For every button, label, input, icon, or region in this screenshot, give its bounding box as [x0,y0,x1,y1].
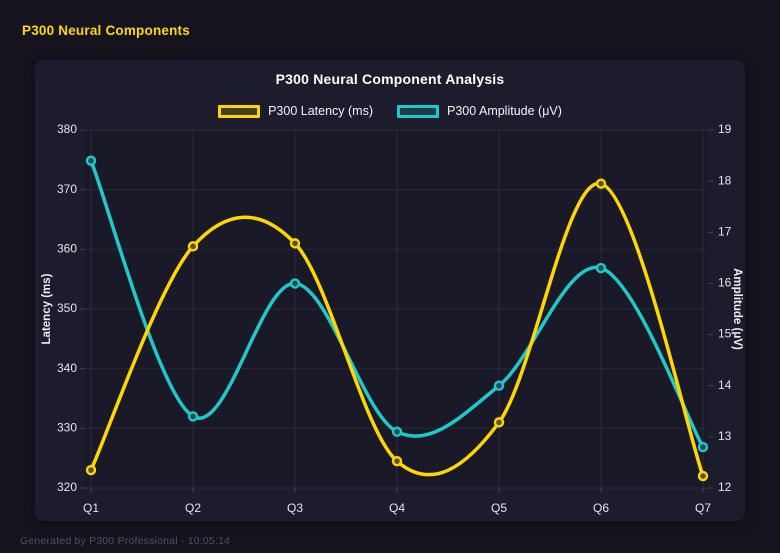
svg-text:320: 320 [57,480,77,494]
tick-labels: 380 370 360 350 340 330 320 19 18 17 16 15 14 13 12 Q1 Q… [57,122,732,515]
svg-text:14: 14 [718,378,732,392]
legend-label-amplitude: P300 Amplitude (μV) [447,104,562,118]
svg-text:16: 16 [718,276,732,290]
svg-text:Q7: Q7 [695,501,711,515]
svg-text:Q5: Q5 [491,501,507,515]
svg-text:350: 350 [57,301,77,315]
svg-text:13: 13 [718,429,732,443]
right-axis-title: Amplitude (μV) [731,268,743,350]
svg-text:370: 370 [57,182,77,196]
svg-text:340: 340 [57,361,77,375]
tick-marks [80,129,713,493]
svg-text:Q1: Q1 [83,501,99,515]
svg-text:360: 360 [57,242,77,256]
svg-text:15: 15 [718,327,732,341]
legend-item-amplitude[interactable]: P300 Amplitude (μV) [397,104,562,118]
amplitude-swatch-icon [397,104,439,118]
chart-title: P300 Neural Component Analysis [275,71,505,87]
svg-text:19: 19 [718,122,732,136]
svg-text:17: 17 [718,224,732,238]
legend-item-latency[interactable]: P300 Latency (ms) [218,104,373,118]
svg-text:18: 18 [718,173,732,187]
chart-legend: P300 Latency (ms) P300 Amplitude (μV) [0,104,780,118]
svg-text:12: 12 [718,480,732,494]
legend-label-latency: P300 Latency (ms) [268,104,373,118]
svg-text:380: 380 [57,122,77,136]
amplitude-series-points[interactable] [85,155,709,453]
latency-swatch-icon [218,104,261,118]
left-axis-title: Latency (ms) [41,273,53,345]
svg-text:Q6: Q6 [593,501,609,515]
latency-series [85,178,709,482]
svg-text:Q3: Q3 [287,501,303,515]
gridlines [85,129,708,489]
generated-by-text: Generated by P300 Professional - 10:05:1… [20,535,231,547]
amplitude-series [85,155,709,453]
svg-text:Q2: Q2 [185,501,201,515]
svg-text:330: 330 [57,421,77,435]
svg-text:Q4: Q4 [389,501,405,515]
latency-series-points[interactable] [85,178,709,482]
app-title: P300 Neural Components [22,23,190,38]
